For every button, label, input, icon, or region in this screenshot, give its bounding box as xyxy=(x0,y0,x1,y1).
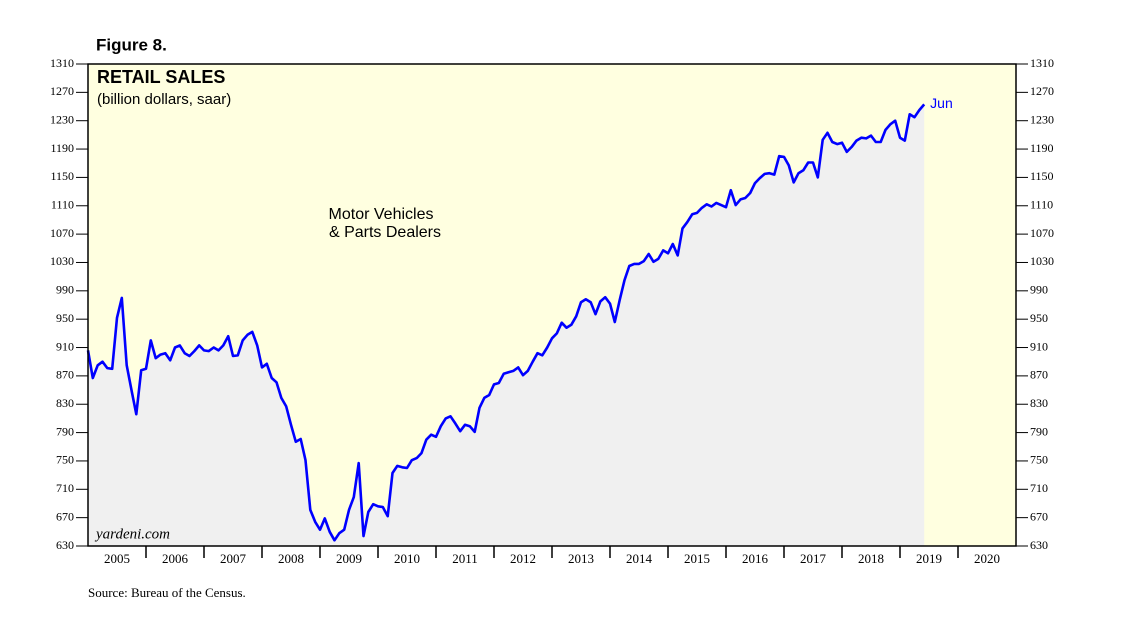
y-tick-label: 830 xyxy=(56,396,74,410)
y2-tick-label: 1070 xyxy=(1030,226,1054,240)
y-tick-label: 1310 xyxy=(50,56,74,70)
y2-tick-label: 1270 xyxy=(1030,84,1054,98)
y-tick-label: 790 xyxy=(56,424,74,438)
y-tick-label: 1190 xyxy=(50,141,74,155)
chart-title: RETAIL SALES xyxy=(97,67,225,87)
x-tick-label: 2020 xyxy=(974,551,1000,566)
y2-tick-label: 990 xyxy=(1030,283,1048,297)
y-tick-label: 670 xyxy=(56,509,74,523)
x-tick-label: 2010 xyxy=(394,551,420,566)
marks xyxy=(86,103,926,547)
y-tick-label: 1110 xyxy=(51,198,74,212)
y-tick-label: 1030 xyxy=(50,254,74,268)
y-tick-label: 1070 xyxy=(50,226,74,240)
x-tick-label: 2015 xyxy=(684,551,710,566)
line xyxy=(86,103,926,542)
y2-tick-label: 1230 xyxy=(1030,112,1054,126)
y2-tick-label: 1030 xyxy=(1030,254,1054,268)
y2-tick-label: 750 xyxy=(1030,453,1048,467)
y2-tick-label: 630 xyxy=(1030,538,1048,552)
area xyxy=(88,104,925,547)
y2-tick-label: 1150 xyxy=(1030,169,1054,183)
x-tick-label: 2018 xyxy=(858,551,884,566)
source: Source: Bureau of the Census. xyxy=(88,585,246,600)
x-tick-label: 2016 xyxy=(742,551,769,566)
y2-tick-label: 670 xyxy=(1030,509,1048,523)
y-tick-label: 750 xyxy=(56,453,74,467)
y2-tick-label: 1190 xyxy=(1030,141,1054,155)
y2-tick-label: 1310 xyxy=(1030,56,1054,70)
annotation: Motor Vehicles xyxy=(329,206,434,223)
annotation: & Parts Dealers xyxy=(329,224,441,241)
x-tick-label: 2009 xyxy=(336,551,362,566)
y2-tick-label: 830 xyxy=(1030,396,1048,410)
x-tick-label: 2011 xyxy=(452,551,478,566)
y-tick-label: 870 xyxy=(56,368,74,382)
figure-label: Figure 8. xyxy=(96,35,167,54)
y2-tick-label: 1110 xyxy=(1030,198,1053,212)
x-tick-label: 2012 xyxy=(510,551,536,566)
y2-tick-label: 870 xyxy=(1030,368,1048,382)
y-tick-label: 1270 xyxy=(50,84,74,98)
x-tick-label: 2005 xyxy=(104,551,130,566)
y2-tick-label: 710 xyxy=(1030,481,1048,495)
y-tick-label: 990 xyxy=(56,283,74,297)
x-tick-label: 2019 xyxy=(916,551,942,566)
x-tick-label: 2008 xyxy=(278,551,304,566)
x-tick-label: 2014 xyxy=(626,551,653,566)
y-tick-label: 910 xyxy=(56,339,74,353)
y2-tick-label: 950 xyxy=(1030,311,1048,325)
x-tick-label: 2006 xyxy=(162,551,189,566)
end-label: Jun xyxy=(930,95,953,111)
chart-subtitle: (billion dollars, saar) xyxy=(97,91,231,108)
y-tick-label: 1150 xyxy=(50,169,74,183)
y-tick-label: 1230 xyxy=(50,112,74,126)
y2-tick-label: 910 xyxy=(1030,339,1048,353)
y-tick-label: 950 xyxy=(56,311,74,325)
x-tick-label: 2013 xyxy=(568,551,594,566)
y-tick-label: 710 xyxy=(56,481,74,495)
x-tick-label: 2017 xyxy=(800,551,827,566)
y-tick-label: 630 xyxy=(56,538,74,552)
y2-tick-label: 790 xyxy=(1030,424,1048,438)
x-tick-label: 2007 xyxy=(220,551,247,566)
watermark: yardeni.com xyxy=(94,526,170,542)
